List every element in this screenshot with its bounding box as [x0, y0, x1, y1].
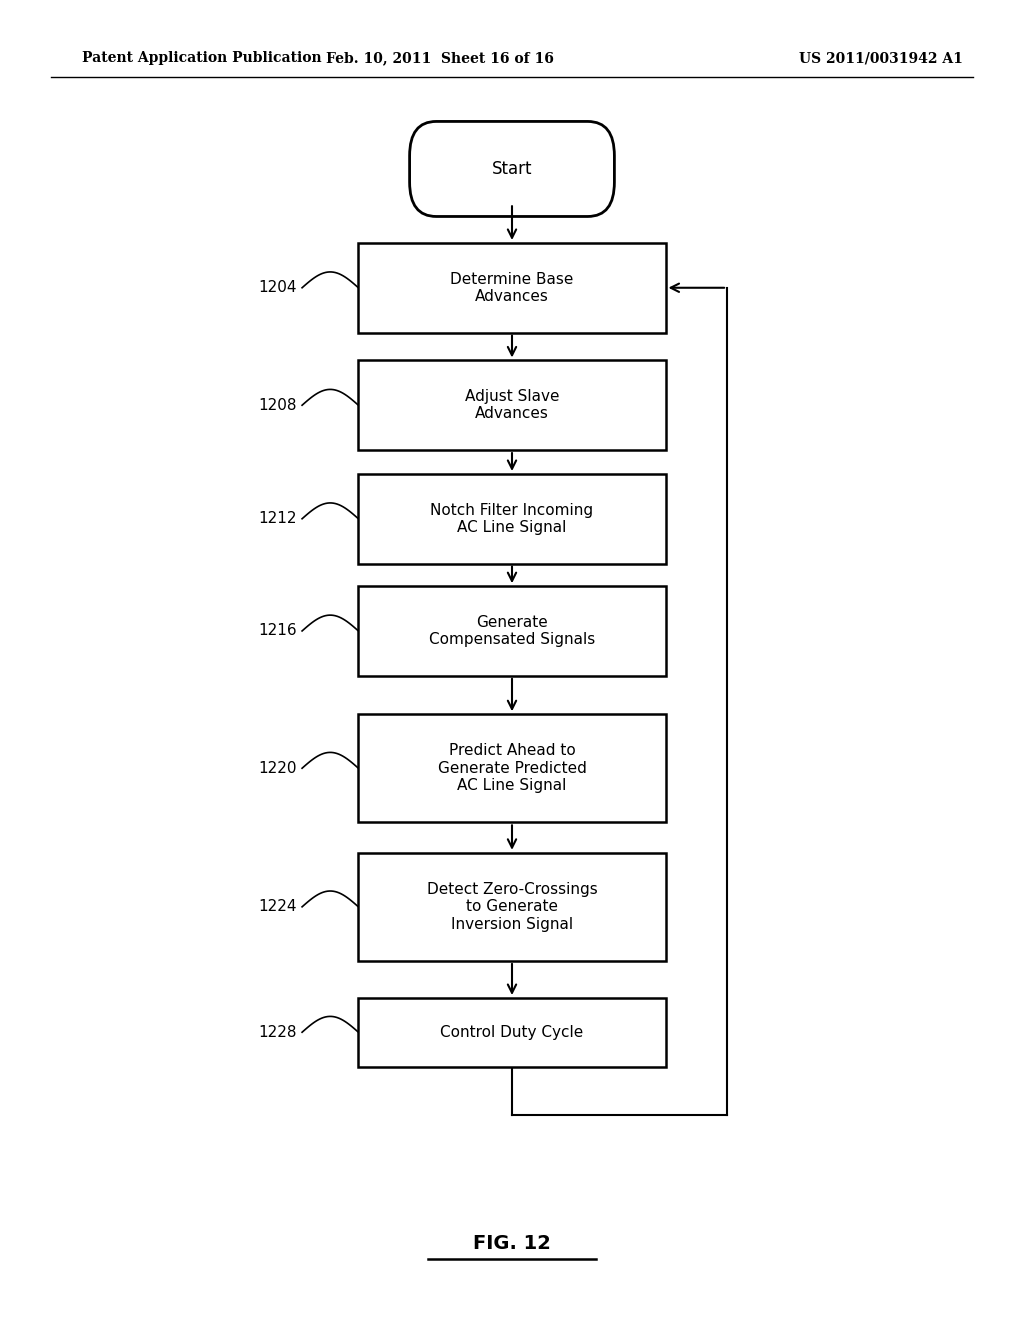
- Text: 1208: 1208: [258, 397, 297, 413]
- Text: Control Duty Cycle: Control Duty Cycle: [440, 1024, 584, 1040]
- FancyBboxPatch shape: [358, 714, 666, 822]
- FancyBboxPatch shape: [410, 121, 614, 216]
- Text: 1216: 1216: [258, 623, 297, 639]
- Text: Start: Start: [492, 160, 532, 178]
- FancyBboxPatch shape: [358, 243, 666, 333]
- FancyBboxPatch shape: [358, 998, 666, 1067]
- Text: Determine Base
Advances: Determine Base Advances: [451, 272, 573, 304]
- Text: Patent Application Publication: Patent Application Publication: [82, 51, 322, 65]
- Text: FIG. 12: FIG. 12: [473, 1234, 551, 1253]
- Text: Predict Ahead to
Generate Predicted
AC Line Signal: Predict Ahead to Generate Predicted AC L…: [437, 743, 587, 793]
- Text: Notch Filter Incoming
AC Line Signal: Notch Filter Incoming AC Line Signal: [430, 503, 594, 535]
- Text: Generate
Compensated Signals: Generate Compensated Signals: [429, 615, 595, 647]
- Text: 1224: 1224: [258, 899, 297, 915]
- Text: US 2011/0031942 A1: US 2011/0031942 A1: [799, 51, 963, 65]
- Text: 1228: 1228: [258, 1024, 297, 1040]
- Text: 1220: 1220: [258, 760, 297, 776]
- Text: 1212: 1212: [258, 511, 297, 527]
- FancyBboxPatch shape: [358, 360, 666, 450]
- FancyBboxPatch shape: [358, 586, 666, 676]
- Text: Detect Zero-Crossings
to Generate
Inversion Signal: Detect Zero-Crossings to Generate Invers…: [427, 882, 597, 932]
- FancyBboxPatch shape: [358, 474, 666, 564]
- FancyBboxPatch shape: [358, 853, 666, 961]
- Text: 1204: 1204: [258, 280, 297, 296]
- Text: Adjust Slave
Advances: Adjust Slave Advances: [465, 389, 559, 421]
- Text: Feb. 10, 2011  Sheet 16 of 16: Feb. 10, 2011 Sheet 16 of 16: [327, 51, 554, 65]
